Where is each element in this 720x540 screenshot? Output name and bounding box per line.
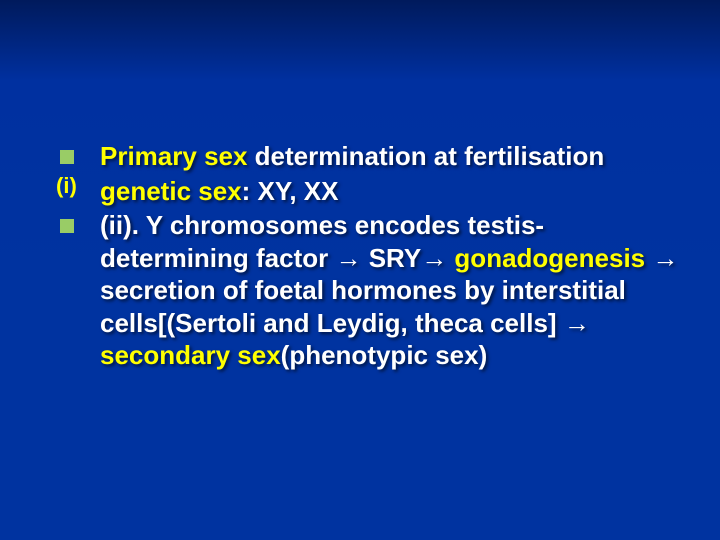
text-segment: : XY, XX: [242, 176, 339, 206]
text-segment: gonadogenesis: [447, 243, 645, 273]
arrow-icon: →: [652, 242, 678, 275]
text-segment: secretion of foetal hormones by intersti…: [100, 275, 626, 338]
bullet-marker: [50, 209, 100, 233]
list-item: Primary sex determination at fertilisati…: [50, 140, 680, 173]
bullet-marker: [50, 140, 100, 164]
text-segment: Primary sex: [100, 141, 247, 171]
list-item: (ii). Y chromosomes encodes testis-deter…: [50, 209, 680, 372]
item-text: (ii). Y chromosomes encodes testis-deter…: [100, 209, 680, 372]
arrow-icon: →: [335, 242, 361, 275]
slide: Primary sex determination at fertilisati…: [0, 0, 720, 540]
square-bullet-icon: [60, 150, 74, 164]
item-text: genetic sex: XY, XX: [100, 175, 680, 208]
text-segment: determination at fertilisation: [247, 141, 604, 171]
item-text: Primary sex determination at fertilisati…: [100, 140, 680, 173]
square-bullet-icon: [60, 219, 74, 233]
list-item: (i) genetic sex: XY, XX: [50, 175, 680, 208]
text-segment: [645, 243, 652, 273]
arrow-icon: →: [421, 242, 447, 275]
text-segment: secondary sex: [100, 340, 281, 370]
bullet-marker: (i): [50, 175, 100, 197]
text-segment: (phenotypic sex): [281, 340, 488, 370]
text-segment: SRY: [361, 243, 421, 273]
roman-marker: (i): [56, 175, 77, 197]
text-segment: genetic sex: [100, 176, 242, 206]
arrow-icon: →: [564, 307, 590, 340]
